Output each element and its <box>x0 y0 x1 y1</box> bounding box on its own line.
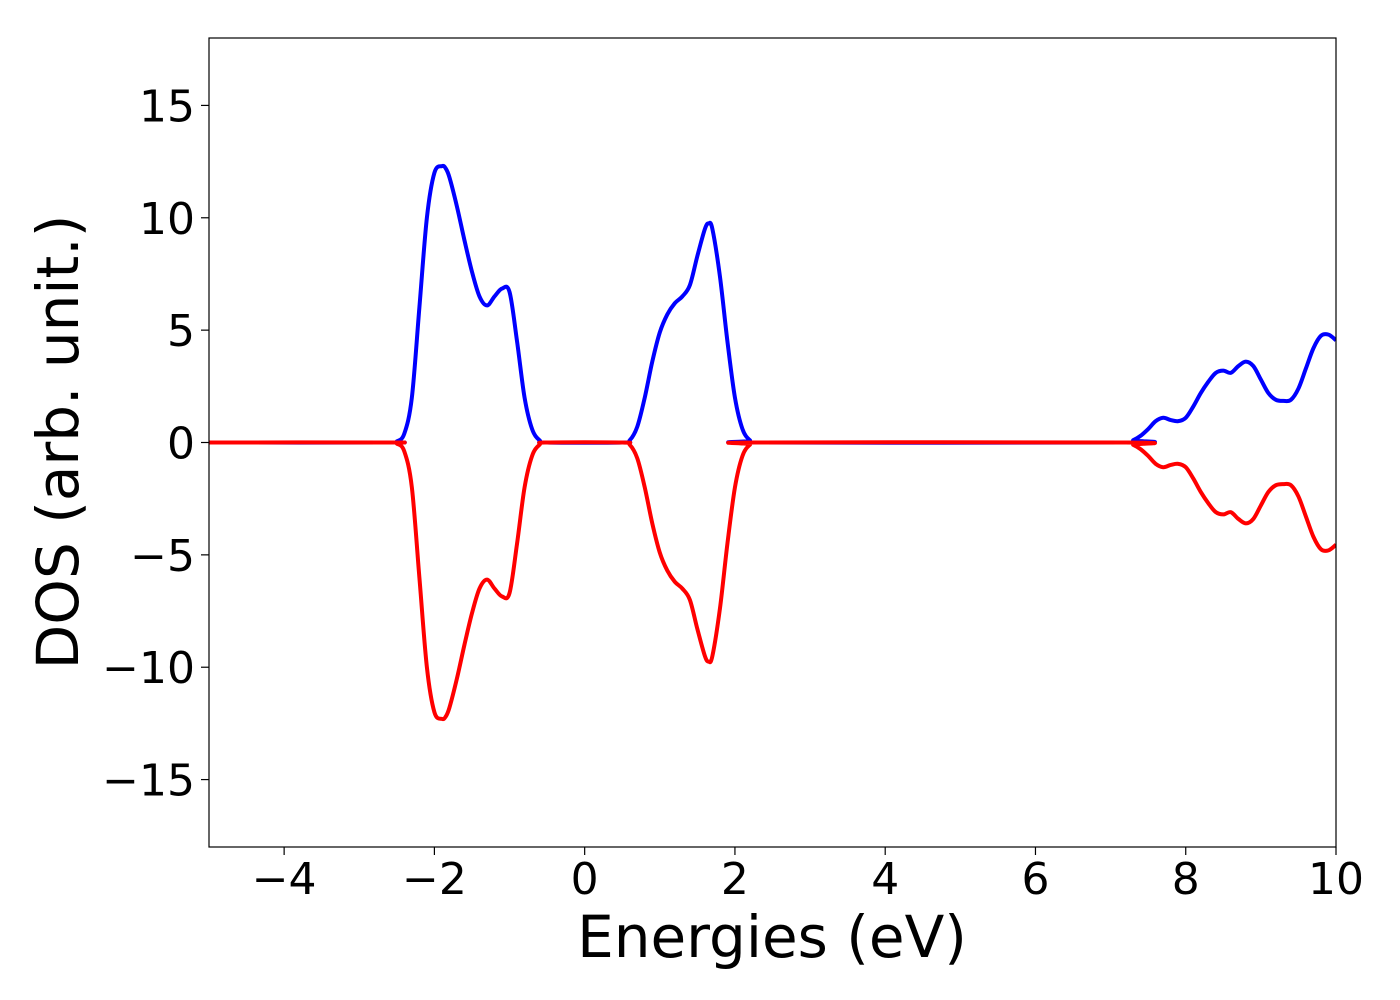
x-tick-label: 2 <box>721 854 749 905</box>
x-tick-label: 10 <box>1308 854 1364 905</box>
y-tick-label: 15 <box>139 81 195 132</box>
y-axis-title: DOS (arb. unit.) <box>24 215 92 670</box>
y-tick-label: −5 <box>130 531 195 582</box>
y-tick-label: 0 <box>167 419 195 470</box>
x-tick-label: 8 <box>1172 854 1200 905</box>
y-tick-label: 5 <box>167 306 195 357</box>
x-axis: −4 −2 0 2 4 6 8 10 <box>252 847 1364 905</box>
x-tick-label: −2 <box>402 854 467 905</box>
x-tick-label: 4 <box>871 854 899 905</box>
series-line-2 <box>209 440 1336 722</box>
y-tick-label: −10 <box>102 643 195 694</box>
y-tick-label: −15 <box>102 756 195 807</box>
y-tick-label: 10 <box>139 194 195 245</box>
series-line-1 <box>209 163 1336 445</box>
y-axis: 15 10 5 0 −5 −10 −15 <box>102 81 209 807</box>
x-tick-label: 6 <box>1021 854 1049 905</box>
x-tick-label: 0 <box>571 854 599 905</box>
series-layer <box>209 163 1336 722</box>
x-axis-title: Energies (eV) <box>577 903 967 971</box>
x-tick-label: −4 <box>252 854 317 905</box>
